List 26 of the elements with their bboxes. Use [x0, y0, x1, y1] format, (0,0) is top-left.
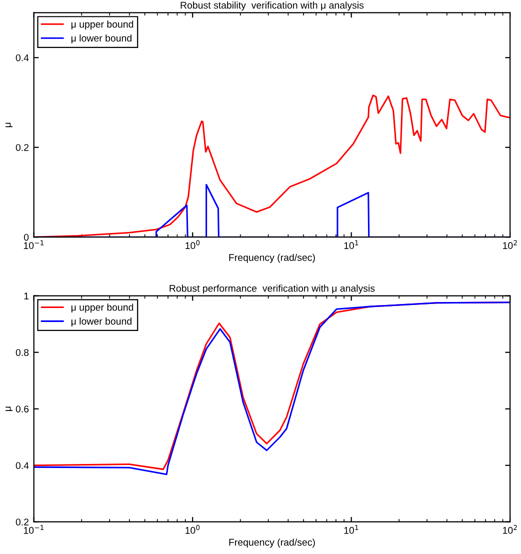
y-tick-label: 1 [24, 292, 29, 300]
x-axis-title: Frequency (rad/sec) [229, 538, 315, 548]
y-axis-title: μ [6, 406, 13, 411]
legend-label: μ lower bound [71, 34, 132, 44]
x-tick-label: 10$^{2}$ [503, 524, 517, 534]
y-tick-label: 0.6 [16, 406, 29, 412]
x-tick-label: 10$^{0}$ [186, 524, 200, 534]
x-tick-label: 10$^{2}$ [503, 240, 517, 250]
x-tick-label: 10$^{1}$ [344, 525, 358, 534]
x-tick-label: 10$^{−1}$ [24, 240, 44, 250]
y-tick-label: 0 [24, 234, 29, 241]
x-tick-label: 10$^{0}$ [186, 240, 200, 250]
legend-label: μ lower bound [71, 318, 132, 326]
y-tick-label: 0.8 [16, 349, 29, 356]
chart-title: Robust performance verification with μ analysis [170, 284, 375, 294]
y-tick-label: 0.2 [16, 144, 29, 151]
y-tick-label: 0.2 [16, 518, 29, 526]
chart-title: Robust stability verification with μ analysis [180, 2, 364, 11]
y-tick-label: 0.4 [16, 462, 29, 469]
x-axis-title: Frequency (rad/sec) [229, 254, 315, 263]
x-tick-label: 10$^{1}$ [344, 240, 358, 250]
y-axis-title: μ [6, 122, 13, 128]
y-tick-label: 0.4 [16, 54, 29, 62]
legend-label: μ upper bound [71, 20, 134, 30]
x-tick-label: 10$^{−1}$ [24, 525, 44, 534]
legend-label: μ upper bound [71, 304, 134, 313]
